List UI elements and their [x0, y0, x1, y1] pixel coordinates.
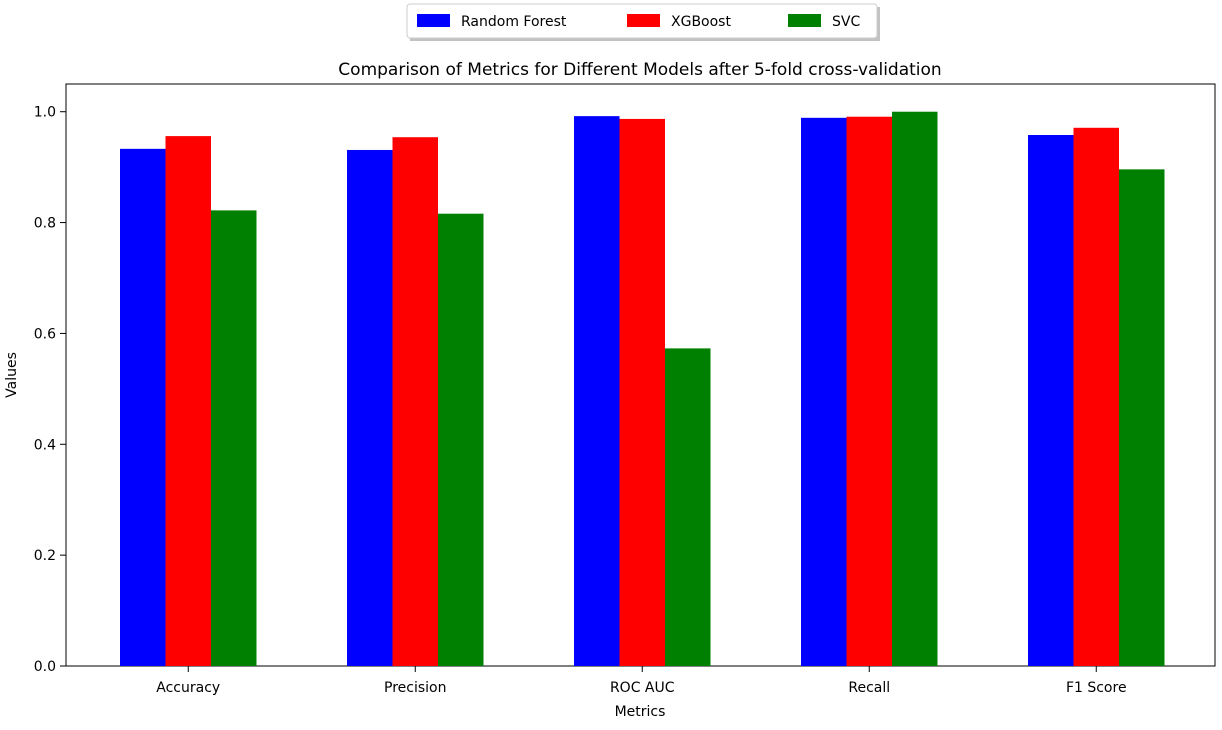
chart-title: Comparison of Metrics for Different Mode…: [338, 60, 941, 80]
legend-swatch-svc: [788, 14, 821, 27]
y-axis: 0.0 0.2 0.4 0.6 0.8 1.0: [34, 105, 66, 675]
bars-group: [120, 111, 1165, 667]
bar-random-forest-accuracy: [120, 148, 166, 666]
bar-xgboost-roc-auc: [619, 118, 665, 667]
x-axis-label: Metrics: [615, 704, 666, 720]
bar-xgboost-recall: [846, 116, 892, 666]
bar-svc-f1-score: [1119, 169, 1165, 667]
y-tick-label: 1.0: [34, 105, 56, 121]
bar-xgboost-accuracy: [165, 136, 211, 667]
y-axis-label: Values: [4, 352, 20, 398]
x-tick-label: ROC AUC: [610, 680, 675, 696]
legend-label: Random Forest: [461, 14, 567, 30]
legend-label: SVC: [832, 14, 860, 30]
legend-swatch-random-forest: [417, 14, 450, 27]
y-tick-label: 0.0: [34, 659, 56, 675]
y-tick-label: 0.4: [34, 437, 56, 453]
bar-random-forest-f1-score: [1028, 134, 1074, 667]
bar-svc-accuracy: [211, 210, 257, 666]
y-tick-label: 0.2: [34, 548, 56, 564]
legend-label: XGBoost: [671, 14, 731, 30]
y-tick-label: 0.6: [34, 326, 56, 342]
bar-svc-precision: [438, 213, 484, 666]
bar-random-forest-precision: [347, 149, 393, 666]
x-tick-label: Precision: [384, 680, 446, 696]
x-tick-label: Recall: [848, 680, 890, 696]
legend-swatch-xgboost: [627, 14, 660, 27]
y-tick-label: 0.8: [34, 216, 56, 232]
x-tick-label: Accuracy: [156, 680, 220, 696]
bar-xgboost-f1-score: [1073, 127, 1119, 666]
bar-svc-recall: [892, 111, 938, 666]
x-tick-label: F1 Score: [1066, 680, 1127, 696]
bar-svc-roc-auc: [665, 348, 711, 666]
bar-random-forest-recall: [801, 117, 847, 667]
bar-xgboost-precision: [392, 137, 438, 666]
legend: Random Forest XGBoost SVC: [406, 3, 880, 41]
bar-random-forest-roc-auc: [574, 116, 620, 667]
x-axis: Accuracy Precision ROC AUC Recall F1 Score: [156, 666, 1127, 696]
